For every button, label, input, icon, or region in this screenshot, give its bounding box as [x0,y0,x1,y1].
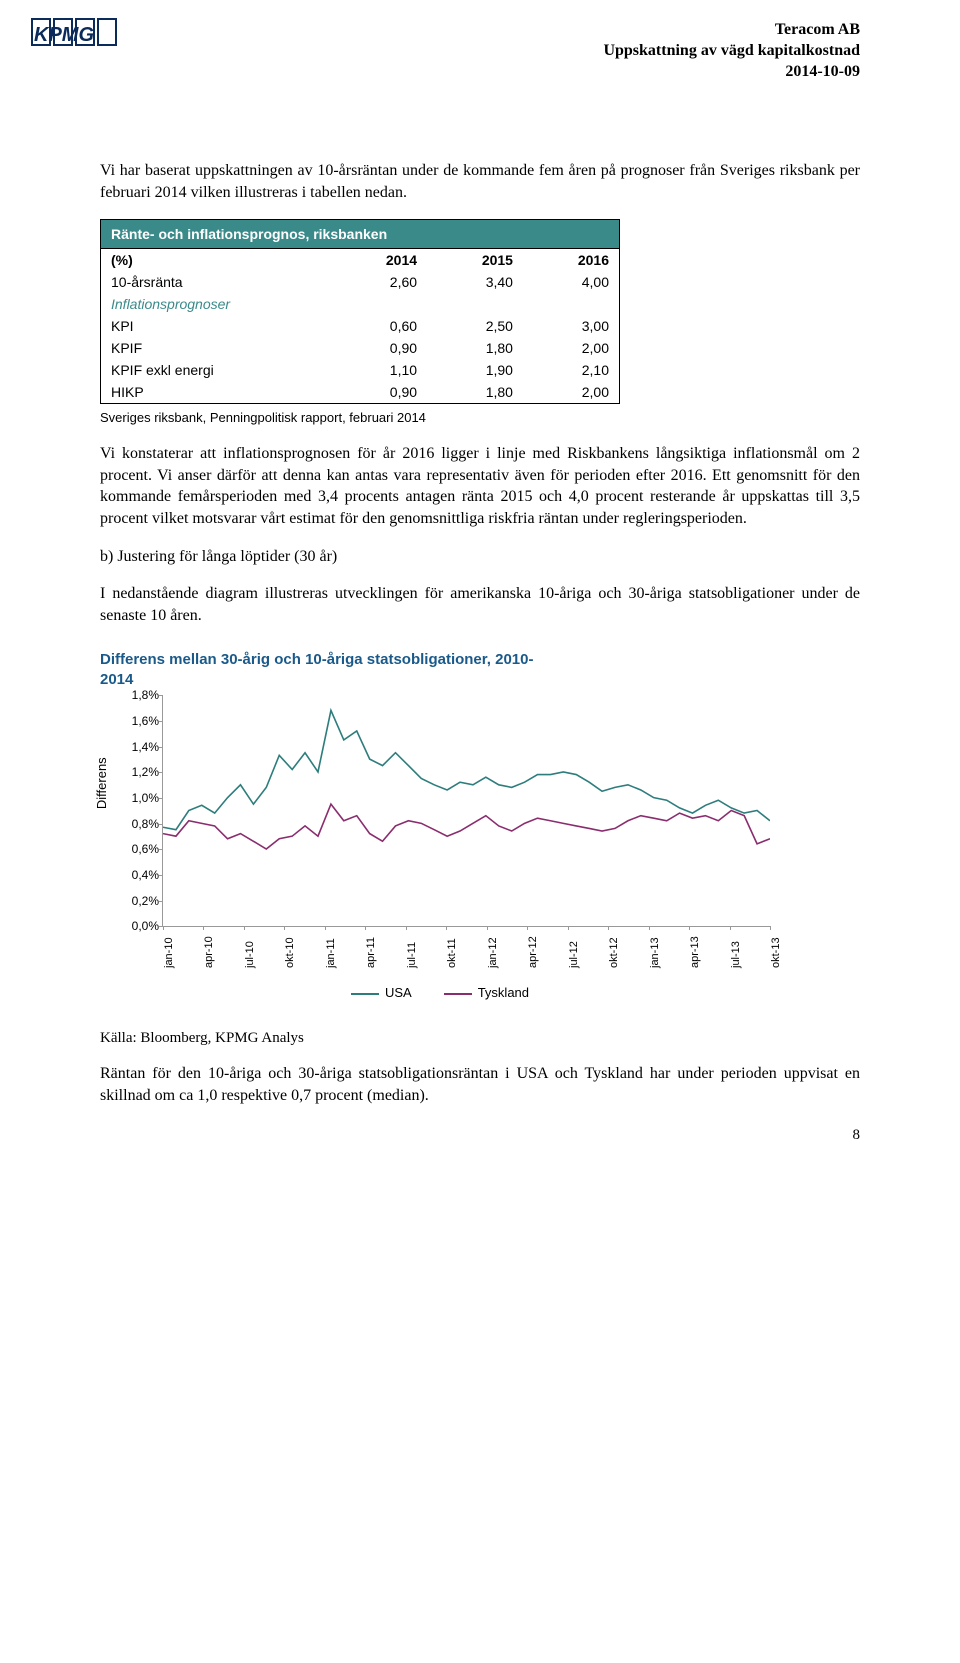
chart-series-tyskland [163,804,770,849]
chart-source: Källa: Bloomberg, KPMG Analys [100,1030,860,1047]
header-company: Teracom AB [603,20,860,41]
chart-ytick: 1,0% [117,791,159,805]
legend-label: USA [385,985,412,1000]
chart-xtick: apr-11 [365,937,377,968]
chart-xtick: okt-13 [770,938,782,969]
chart-xtick: okt-12 [608,938,620,969]
chart-y-label: Differens [94,758,109,810]
legend-label: Tyskland [478,985,529,1000]
page: KPMG Teracom AB Uppskattning av vägd kap… [0,0,960,1184]
table-cell: 1,80 [427,381,523,403]
chart-xtick: okt-10 [284,938,296,969]
table-cell: 4,00 [523,271,619,293]
table-cell: 3,40 [427,271,523,293]
chart-ytick: 1,6% [117,714,159,728]
table-col-header: (%) [101,249,331,272]
table-cell: 1,90 [427,359,523,381]
legend-swatch [444,993,472,995]
chart-xtick: jul-10 [244,941,256,968]
chart-xtick: jan-12 [487,938,499,969]
chart-title: Differens mellan 30-årig och 10-åriga st… [100,650,780,689]
table-col-header: 2014 [331,249,427,272]
chart-ytick: 0,0% [117,919,159,933]
subheading-b: b) Justering för långa löptider (30 år) [100,546,860,568]
chart-xtick: apr-12 [527,937,539,969]
chart-xtick: jan-10 [163,938,175,969]
table-col-header: 2016 [523,249,619,272]
paragraph-2: Vi konstaterar att inflationsprognosen f… [100,443,860,529]
table-cell: 2,00 [523,337,619,359]
paragraph-3: I nedanstående diagram illustreras utvec… [100,583,860,626]
chart-series-usa [163,711,770,830]
paragraph-1: Vi har baserat uppskattningen av 10-årsr… [100,160,860,203]
kpmg-logo: KPMG [30,15,130,55]
chart-ytick: 1,4% [117,740,159,754]
table-cell: 0,90 [331,337,427,359]
table-cell: KPIF exkl energi [101,359,331,381]
chart-ytick: 1,2% [117,765,159,779]
table-cell: 1,80 [427,337,523,359]
table-col-header: 2015 [427,249,523,272]
table-cell: 3,00 [523,315,619,337]
chart-xtick: jan-13 [649,938,661,969]
table-cell: 2,10 [523,359,619,381]
chart-xtick: okt-11 [446,939,458,969]
page-number: 8 [100,1127,860,1144]
table-cell: HIKP [101,381,331,403]
table-source: Sveriges riksbank, Penningpolitisk rappo… [100,410,860,425]
chart-xtick: apr-13 [689,937,701,969]
spread-chart: Differens mellan 30-årig och 10-åriga st… [100,650,780,1000]
table-cell: 0,90 [331,381,427,403]
chart-xtick: jan-11 [325,939,337,969]
header-date: 2014-10-09 [603,62,860,83]
legend-swatch [351,993,379,995]
table-cell: 2,60 [331,271,427,293]
legend-item: Tyskland [444,985,529,1000]
table-cell: KPI [101,315,331,337]
chart-legend: USA Tyskland [100,985,780,1000]
chart-ytick: 0,2% [117,894,159,908]
chart-ytick: 1,8% [117,688,159,702]
chart-xtick: jul-11 [406,942,418,968]
document-header: Teracom AB Uppskattning av vägd kapitalk… [603,20,860,82]
chart-xtick: jul-13 [730,941,742,968]
table-cell: 0,60 [331,315,427,337]
legend-item: USA [351,985,412,1000]
table-section-label: Inflationsprognoser [101,293,619,315]
table-cell: 1,10 [331,359,427,381]
table-cell: 2,50 [427,315,523,337]
svg-text:KPMG: KPMG [34,24,94,46]
chart-ytick: 0,6% [117,842,159,856]
table-cell: KPIF [101,337,331,359]
table-cell: 10-årsränta [101,271,331,293]
chart-plot-area: 0,0%0,2%0,4%0,6%0,8%1,0%1,2%1,4%1,6%1,8%… [162,695,770,927]
chart-ytick: 0,4% [117,868,159,882]
chart-ytick: 0,8% [117,817,159,831]
header-subtitle: Uppskattning av vägd kapitalkostnad [603,41,860,62]
chart-xtick: jul-12 [568,941,580,968]
paragraph-4: Räntan för den 10-åriga och 30-åriga sta… [100,1063,860,1106]
rates-table: Ränte- och inflationsprognos, riksbanken… [100,219,620,404]
table-title: Ränte- och inflationsprognos, riksbanken [101,220,619,249]
table-cell: 2,00 [523,381,619,403]
chart-xtick: apr-10 [203,937,215,969]
